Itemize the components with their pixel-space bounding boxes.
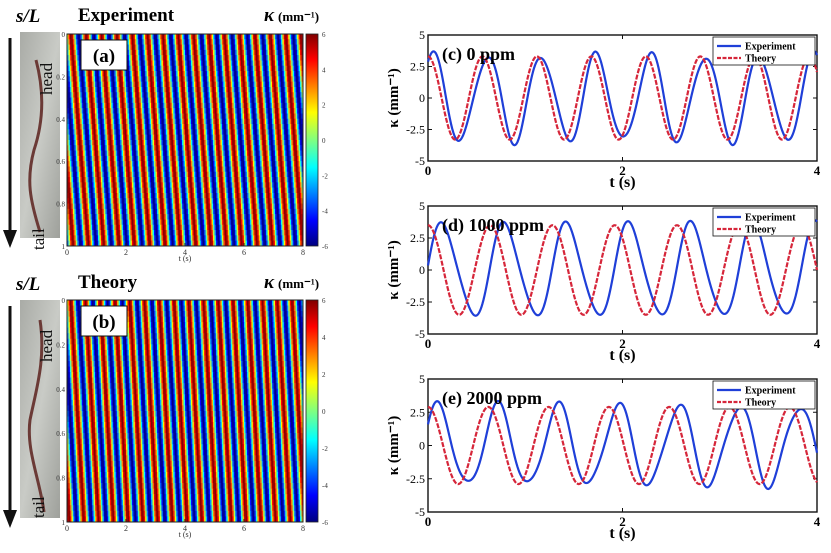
worm-panel-top: s/L head tail [3, 6, 60, 250]
worm-photo-top [20, 32, 60, 238]
head-label-bottom: head [37, 329, 56, 362]
tail-label-bottom: tail [29, 496, 48, 518]
arrow-head-top [3, 230, 17, 248]
sL-label-bottom: s/L [15, 274, 40, 295]
arrow-head-bottom [3, 510, 17, 528]
tail-label-top: tail [29, 228, 48, 250]
head-label-top: head [37, 62, 56, 95]
worm-panel-bottom: s/L head tail [3, 274, 60, 528]
sL-label-top: s/L [15, 6, 40, 27]
